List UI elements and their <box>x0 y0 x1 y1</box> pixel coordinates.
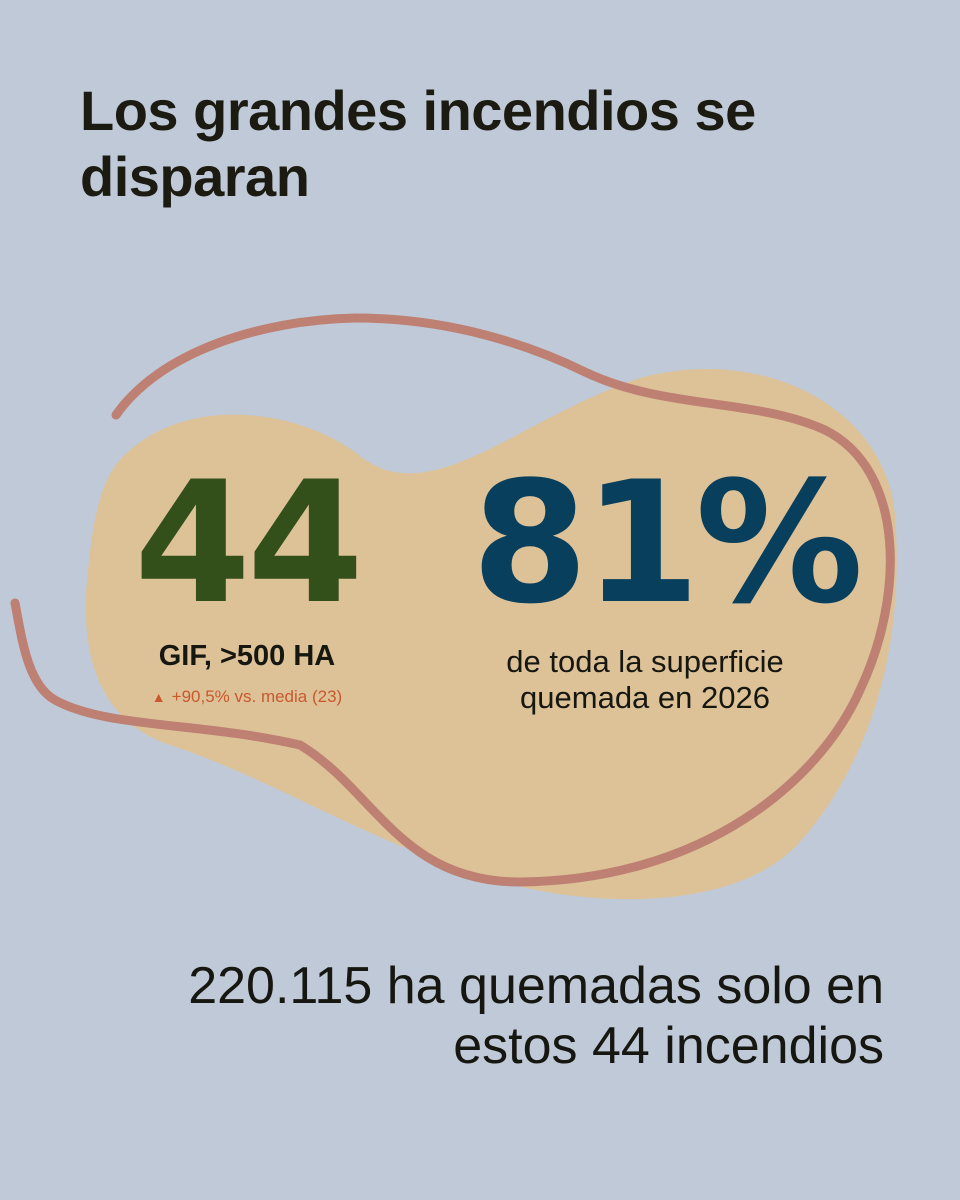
large-fires-count: 44 <box>134 445 364 641</box>
burned-share-line-2: quemada en 2026 <box>520 680 770 715</box>
delta-text: +90,5% vs. media (23) <box>171 687 343 706</box>
large-fires-label: GIF, >500 HA <box>158 640 336 672</box>
up-triangle-icon: ▲ <box>151 689 166 705</box>
burned-share-percent: 81% <box>471 445 863 641</box>
burned-share-line-1: de toda la superficie <box>506 644 784 679</box>
page-title: Los grandes incendios se disparan <box>80 79 756 208</box>
large-fires-delta: ▲ +90,5% vs. media (23) <box>112 686 382 708</box>
summary-line-1: 220.115 ha quemadas solo en <box>188 957 884 1015</box>
summary-line-2: estos 44 incendios <box>453 1017 884 1075</box>
background-blob <box>85 368 897 900</box>
burned-area-summary: 220.115 ha quemadas solo en estos 44 inc… <box>124 956 884 1076</box>
outline-stroke <box>10 313 895 887</box>
burned-share-description: de toda la superficie quemada en 2026 <box>470 644 820 716</box>
